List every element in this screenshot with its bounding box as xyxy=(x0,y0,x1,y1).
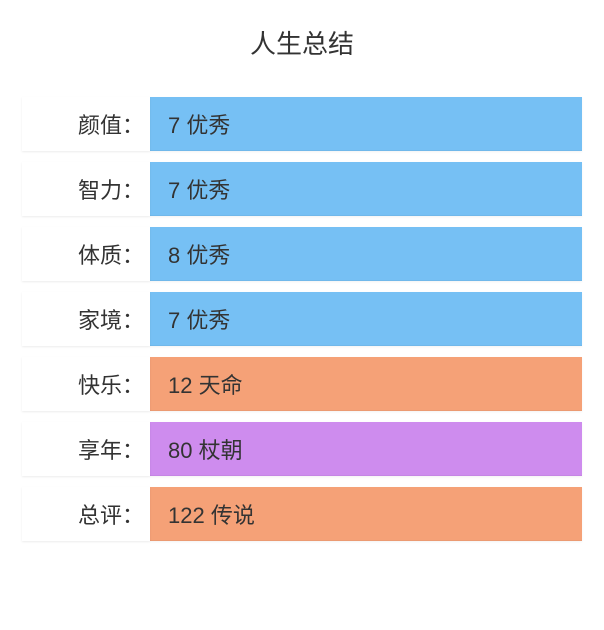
stat-value: 8 优秀 xyxy=(150,227,582,281)
stat-row: 快乐： 12 天命 xyxy=(22,357,582,411)
stat-value: 122 传说 xyxy=(150,487,582,541)
stat-label: 颜值： xyxy=(22,97,150,151)
stat-label: 智力： xyxy=(22,162,150,216)
stat-row: 颜值： 7 优秀 xyxy=(22,97,582,151)
stat-label: 总评： xyxy=(22,487,150,541)
stat-row: 总评： 122 传说 xyxy=(22,487,582,541)
stat-row: 智力： 7 优秀 xyxy=(22,162,582,216)
stat-value: 7 优秀 xyxy=(150,162,582,216)
stat-value: 7 优秀 xyxy=(150,97,582,151)
page-title: 人生总结 xyxy=(22,0,582,97)
stat-row: 家境： 7 优秀 xyxy=(22,292,582,346)
stat-label: 快乐： xyxy=(22,357,150,411)
stat-row: 享年： 80 杖朝 xyxy=(22,422,582,476)
stat-value: 80 杖朝 xyxy=(150,422,582,476)
stat-label: 享年： xyxy=(22,422,150,476)
stat-label: 家境： xyxy=(22,292,150,346)
summary-panel: 人生总结 颜值： 7 优秀 智力： 7 优秀 体质： 8 优秀 家境： 7 优秀… xyxy=(0,0,604,630)
stat-row: 体质： 8 优秀 xyxy=(22,227,582,281)
stat-value: 7 优秀 xyxy=(150,292,582,346)
stat-value: 12 天命 xyxy=(150,357,582,411)
stat-rows: 颜值： 7 优秀 智力： 7 优秀 体质： 8 优秀 家境： 7 优秀 快乐： … xyxy=(22,97,582,541)
stat-label: 体质： xyxy=(22,227,150,281)
